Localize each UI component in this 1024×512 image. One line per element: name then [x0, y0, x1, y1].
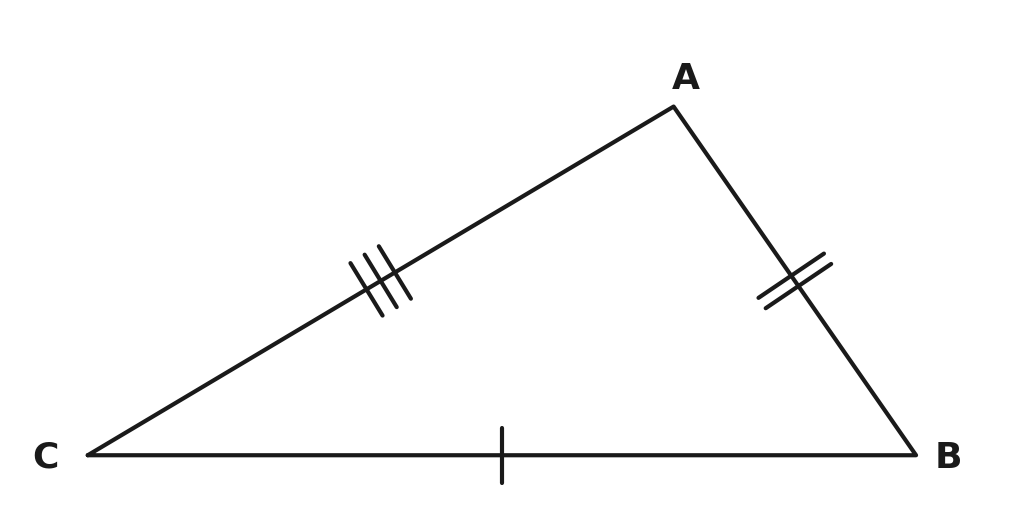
Text: B: B [935, 441, 963, 475]
Text: C: C [32, 441, 58, 475]
Text: A: A [672, 62, 699, 96]
